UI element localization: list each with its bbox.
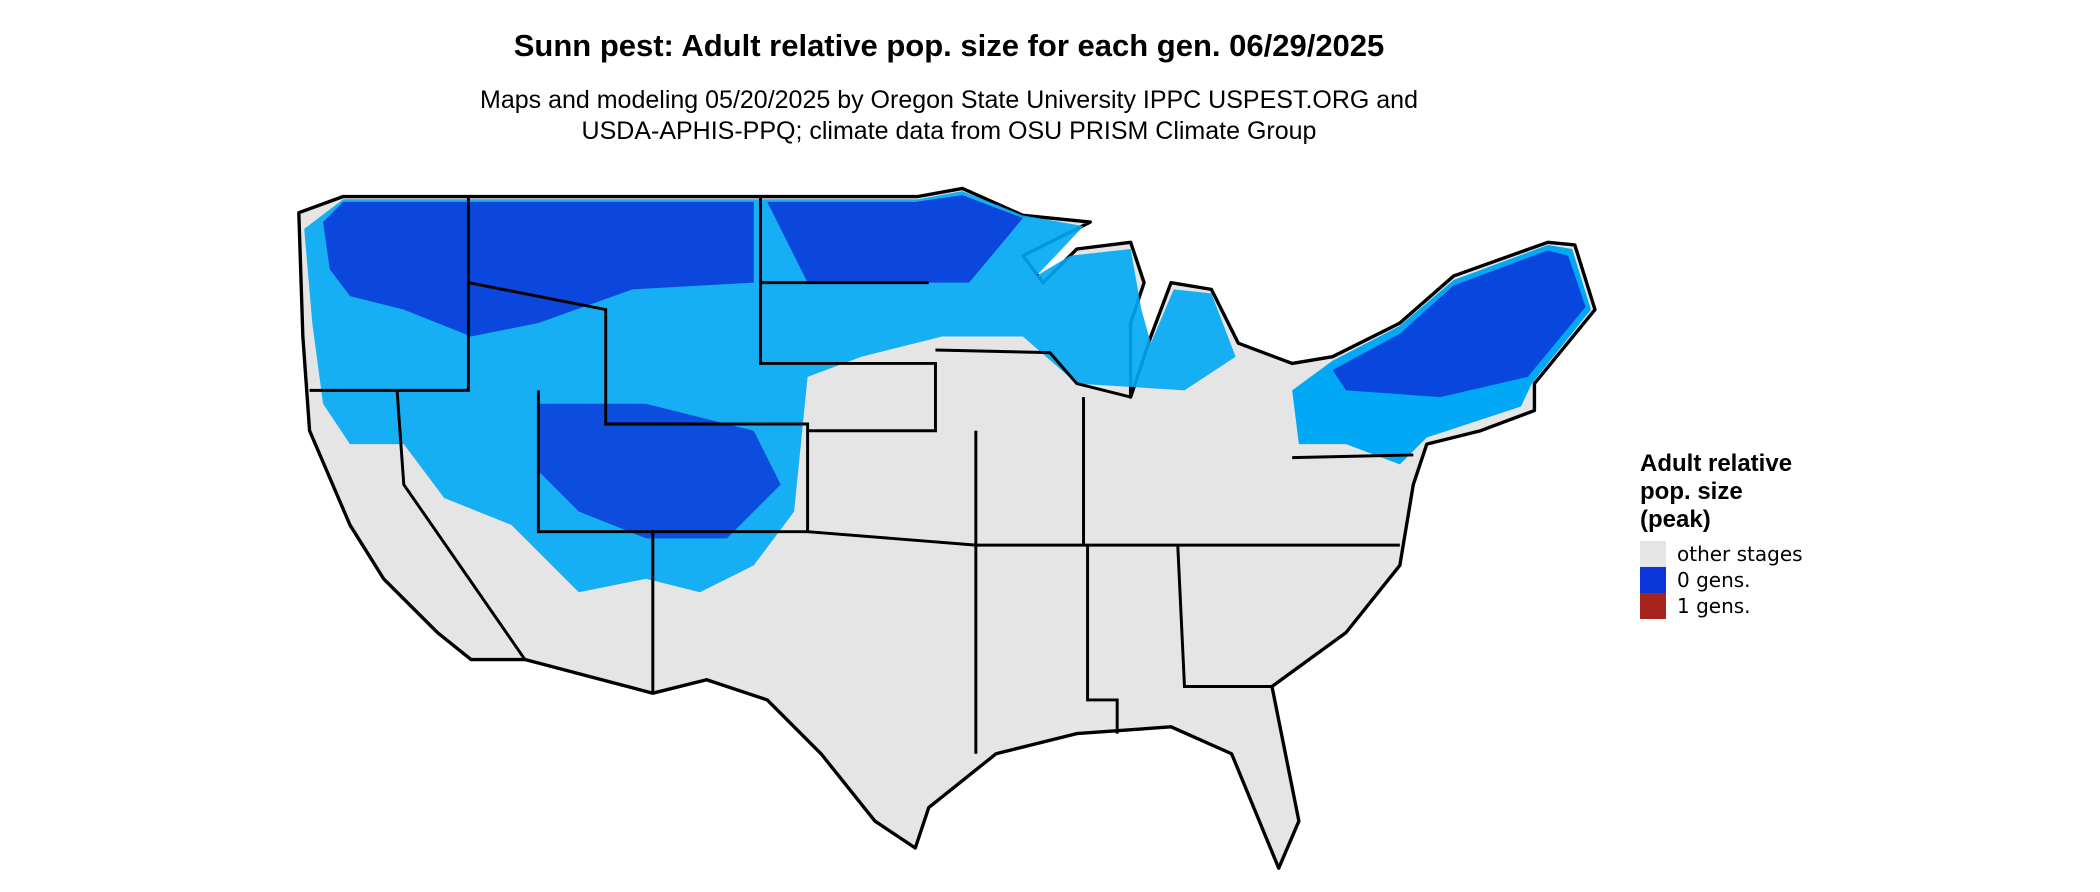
- blue-zone: [538, 403, 781, 539]
- subtitle-line: USDA-APHIS-PPQ; climate data from OSU PR…: [582, 117, 1317, 145]
- us-map: [297, 186, 1597, 870]
- legend-label: 1 gens.: [1677, 594, 1751, 618]
- blue-zone: [323, 201, 754, 337]
- legend-swatch: [1640, 541, 1666, 567]
- legend-label: other stages: [1677, 542, 1803, 566]
- blue-zone: [767, 195, 1023, 283]
- legend-title: (peak): [1640, 506, 1711, 533]
- legend-label: 0 gens.: [1677, 568, 1751, 592]
- subtitle-line: Maps and modeling 05/20/2025 by Oregon S…: [480, 86, 1418, 114]
- legend-swatch: [1640, 593, 1666, 619]
- state-lines: [309, 196, 1414, 754]
- blue-zone: [1332, 250, 1586, 398]
- legend-title: pop. size: [1640, 478, 1743, 505]
- legend-swatch: [1640, 567, 1666, 593]
- map-title: Sunn pest: Adult relative pop. size for …: [514, 28, 1385, 63]
- legend-title: Adult relative: [1640, 450, 1792, 477]
